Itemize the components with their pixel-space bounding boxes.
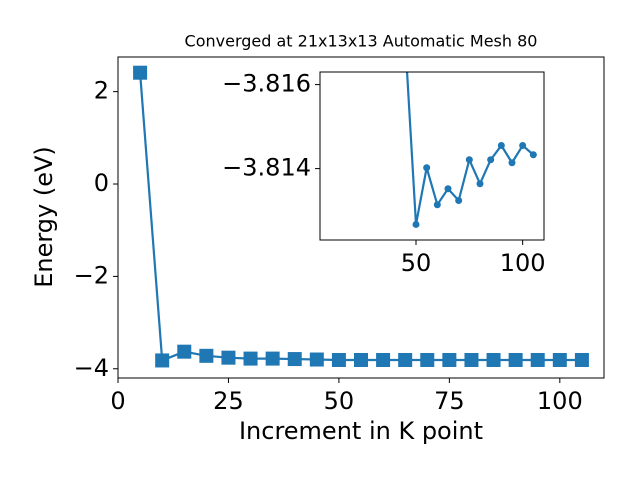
x-tick-label: 100 (500, 249, 546, 277)
point-marker (530, 352, 545, 367)
point-marker (465, 156, 473, 164)
point-marker (199, 348, 214, 363)
point-marker (331, 352, 346, 367)
point-marker (486, 352, 501, 367)
point-marker (574, 352, 589, 367)
x-tick-label: 25 (213, 387, 244, 415)
x-tick-label: 100 (537, 387, 583, 415)
y-axis-label: Energy (eV) (30, 146, 58, 288)
x-tick-label: 75 (434, 387, 465, 415)
point-marker (177, 344, 192, 359)
point-marker (552, 352, 567, 367)
point-marker (455, 197, 463, 205)
point-marker (155, 353, 170, 368)
point-marker (444, 185, 452, 193)
point-marker (442, 352, 457, 367)
x-axis-label: Increment in K point (239, 417, 483, 445)
axes-frame (319, 71, 545, 241)
x-tick-label: 0 (110, 387, 125, 415)
inset-background (320, 72, 544, 240)
x-tick-label: 50 (324, 387, 355, 415)
point-marker (243, 351, 258, 366)
point-marker (265, 351, 280, 366)
y-tick-label: −2 (74, 261, 109, 289)
axes-frame (117, 56, 605, 379)
point-marker (420, 352, 435, 367)
y-tick-label: −3.814 (222, 154, 311, 182)
y-tick-label: −3.816 (222, 70, 311, 98)
y-tick-label: 2 (94, 77, 109, 105)
point-marker (398, 352, 413, 367)
point-marker (412, 220, 420, 228)
point-marker (133, 65, 148, 80)
x-tick-label: 50 (401, 249, 432, 277)
point-marker (309, 352, 324, 367)
point-marker (487, 156, 495, 164)
y-tick-label: −4 (74, 354, 109, 382)
point-marker (476, 180, 484, 188)
chart-title: Converged at 21x13x13 Automatic Mesh 80 (185, 32, 538, 51)
point-marker (354, 352, 368, 367)
point-marker (508, 352, 523, 367)
point-marker (376, 352, 391, 367)
point-marker (464, 352, 479, 367)
point-marker (433, 201, 441, 209)
point-marker (529, 151, 537, 159)
point-marker (221, 350, 236, 365)
point-marker (287, 352, 302, 367)
point-marker (519, 142, 527, 149)
point-marker (423, 164, 431, 172)
point-marker (508, 159, 516, 167)
y-tick-label: 0 (94, 169, 109, 197)
point-marker (497, 142, 505, 149)
